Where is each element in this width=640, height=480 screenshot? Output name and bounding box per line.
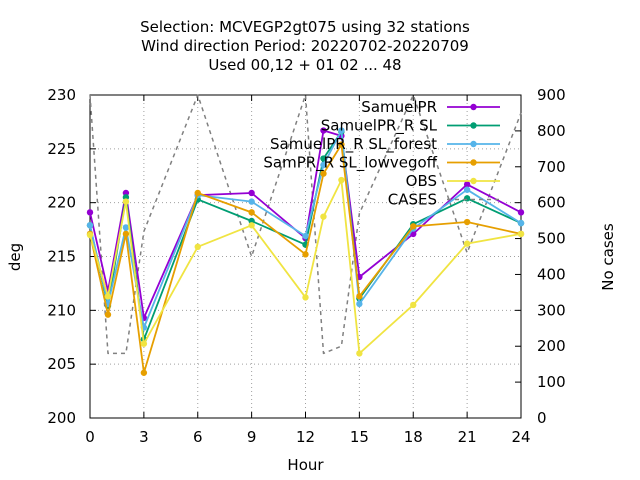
- x-tick-label: 15: [350, 428, 369, 446]
- data-point: [104, 311, 112, 318]
- x-tick-label: 6: [193, 428, 203, 446]
- x-tick-label: 21: [458, 428, 477, 446]
- data-point: [302, 294, 309, 301]
- y2-tick-label: 900: [537, 86, 566, 104]
- data-point: [140, 340, 148, 347]
- y2-tick-label: 300: [537, 301, 566, 319]
- x-tick-label: 3: [139, 428, 149, 446]
- x-tick-label: 12: [296, 428, 315, 446]
- data-point: [463, 240, 471, 247]
- data-point: [338, 176, 345, 184]
- series-line: [89, 143, 522, 374]
- series-line: [89, 94, 522, 355]
- y2-axis-label: No cases: [599, 223, 617, 291]
- y-tick-label: 205: [47, 355, 76, 373]
- x-tick-label: 24: [511, 428, 530, 446]
- data-point: [302, 251, 309, 258]
- y-tick-label: 210: [47, 301, 76, 319]
- data-point: [356, 300, 363, 308]
- x-tick-label: 18: [404, 428, 423, 446]
- data-point: [248, 209, 255, 216]
- legend-label: SamuelPR_R SL: [321, 117, 438, 136]
- y-tick-label: 225: [47, 140, 76, 158]
- legend-label: OBS: [406, 172, 437, 190]
- data-point: [248, 222, 255, 229]
- data-point: [463, 186, 471, 193]
- data-point: [194, 189, 201, 197]
- title-line: Wind direction Period: 20220702-20220709: [141, 37, 469, 55]
- title-line: Selection: MCVEGP2gt075 using 32 station…: [140, 18, 470, 36]
- data-point: [104, 293, 112, 300]
- data-point: [86, 231, 94, 239]
- data-point: [463, 181, 471, 188]
- data-point: [463, 195, 471, 202]
- y-tick-label: 220: [47, 194, 76, 212]
- legend-marker: [470, 177, 477, 185]
- data-point: [86, 222, 94, 229]
- data-point: [356, 350, 363, 357]
- plot-border: [89, 94, 522, 419]
- legend-marker: [470, 103, 477, 111]
- data-point: [517, 219, 525, 227]
- data-point: [320, 170, 327, 177]
- y-axis-label: deg: [6, 243, 24, 271]
- data-point: [320, 213, 327, 220]
- title-line: Used 00,12 + 01 02 ... 48: [208, 56, 401, 74]
- y2-tick-label: 800: [537, 122, 566, 140]
- data-point: [140, 369, 148, 376]
- y-tick-label: 215: [47, 248, 76, 266]
- y2-tick-label: 0: [537, 409, 547, 427]
- x-tick-label: 0: [85, 428, 95, 446]
- legend-label: SamPR_R SL_lowvegoff: [263, 154, 437, 173]
- y2-tick-label: 600: [537, 194, 566, 212]
- axes: 0 3 6 9 12 15 18 21 24 200 205 210 215 220 225 230 0 100 2…: [6, 86, 617, 474]
- data-point: [320, 161, 327, 169]
- legend-marker: [470, 159, 477, 166]
- data-point: [248, 198, 255, 205]
- data-point: [356, 293, 363, 300]
- legend-marker: [470, 122, 477, 129]
- data-point: [463, 218, 471, 226]
- data-point: [122, 230, 130, 238]
- legend-marker: [470, 140, 477, 148]
- data-point: [410, 301, 417, 309]
- y-tick-label: 230: [47, 86, 76, 104]
- data-point: [122, 198, 130, 205]
- data-point: [194, 243, 201, 251]
- data-point: [320, 127, 327, 134]
- y-tick-label: 200: [47, 409, 76, 427]
- chart-title: Selection: MCVEGP2gt075 using 32 station…: [140, 18, 470, 74]
- data-point: [86, 209, 94, 216]
- data-point: [517, 209, 525, 216]
- y2-tick-label: 400: [537, 265, 566, 283]
- y2-tick-label: 200: [537, 337, 566, 355]
- data-point: [517, 230, 525, 238]
- series: [86, 94, 525, 376]
- data-point: [122, 224, 130, 231]
- y2-tick-label: 100: [537, 373, 566, 391]
- x-tick-label: 9: [247, 428, 257, 446]
- data-point: [338, 141, 345, 148]
- x-axis-label: Hour: [287, 456, 324, 474]
- legend-label: CASES: [388, 191, 437, 209]
- data-point: [338, 127, 345, 134]
- legend-label: SamuelPR: [361, 98, 437, 116]
- data-point: [248, 189, 255, 197]
- y2-tick-label: 700: [537, 158, 566, 176]
- data-point: [410, 223, 417, 230]
- y2-tick-label: 500: [537, 230, 566, 248]
- data-point: [302, 232, 309, 240]
- legend-label: SamuelPR_R SL_forest: [270, 135, 437, 154]
